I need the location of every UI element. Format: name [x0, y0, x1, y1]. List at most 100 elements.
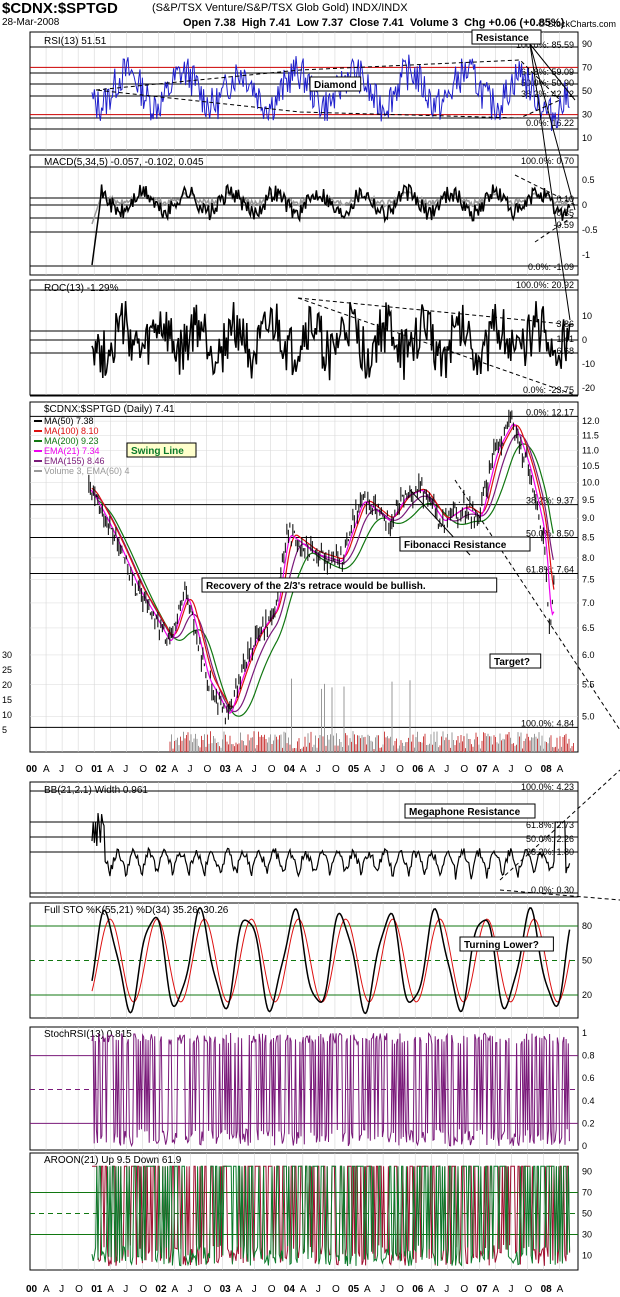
roc-tick-label: -20 — [582, 383, 595, 393]
x-axis-label-lower: A — [107, 1284, 114, 1295]
x-axis-label-lower: O — [204, 1284, 212, 1295]
fibonacci-resistance-annotation: Fibonacci Resistance — [404, 540, 507, 551]
x-axis-label-upper: 08 — [541, 764, 553, 775]
x-axis-label-lower: J — [444, 1284, 449, 1295]
low-value: Low 7.37 — [296, 17, 344, 29]
sto-d-line — [91, 918, 571, 1003]
x-axis-label-upper: A — [171, 764, 178, 775]
macd-fib-label: 0.0%: -1.09 — [528, 262, 574, 272]
x-axis-label-lower: 08 — [541, 1284, 553, 1295]
x-axis-label-lower: 00 — [26, 1284, 38, 1295]
resistance-pointer — [529, 43, 571, 321]
x-axis-label-lower: 01 — [91, 1284, 103, 1295]
roc-tick-label: 10 — [582, 311, 592, 321]
megaphone-resistance-annotation-box — [404, 803, 536, 819]
price-fib-label: 50.0%: 8.50 — [526, 528, 574, 538]
price-tick-label: 11.0 — [582, 445, 599, 455]
legend-entry: EMA(155) 8.46 — [44, 456, 105, 466]
roc-fib-label: -6.68 — [553, 346, 574, 356]
swing-line-annotation: Swing Line — [131, 446, 184, 457]
volume-tick-label: 25 — [2, 665, 12, 675]
x-axis-label-lower: O — [396, 1284, 404, 1295]
x-axis-label-upper: A — [364, 764, 371, 775]
close-value: Close 7.41 — [349, 17, 404, 29]
x-axis-label-upper: O — [139, 764, 147, 775]
x-axis-label-upper: A — [428, 764, 435, 775]
x-axis-label-lower: 05 — [348, 1284, 360, 1295]
resistance-annotation-box — [471, 29, 542, 45]
x-axis-label-lower: J — [59, 1284, 64, 1295]
x-axis-label-lower: J — [509, 1284, 514, 1295]
stoch-rsi-line — [91, 1032, 570, 1148]
srsi-tick-label: 0 — [582, 1141, 587, 1151]
x-axis-label-upper: A — [43, 764, 50, 775]
x-axis-label-lower: A — [171, 1284, 178, 1295]
legend-entry: Volume 3, EMA(60) 4 — [44, 466, 130, 476]
x-axis-label-upper: O — [332, 764, 340, 775]
x-axis-label-upper: 01 — [91, 764, 103, 775]
roc-fib-label: 100.0%: 20.92 — [516, 280, 574, 290]
moving-average-line — [89, 423, 555, 714]
megaphone-resistance-annotation: Megaphone Resistance — [409, 807, 521, 818]
x-axis-label-upper: J — [123, 764, 128, 775]
roc-tick-label: 0 — [582, 335, 587, 345]
fibonacci-resistance-annotation-box — [399, 536, 531, 552]
legend-entry: MA(50) 7.38 — [44, 416, 94, 426]
aroon-tick-label: 10 — [582, 1251, 592, 1261]
sto-tick-label: 50 — [582, 956, 592, 966]
x-axis-label-upper: J — [444, 764, 449, 775]
rsi-line — [91, 54, 570, 132]
price-fib-label: 38.2%: 9.37 — [526, 496, 574, 506]
x-axis-label-lower: J — [252, 1284, 257, 1295]
price-tick-label: 7.0 — [582, 598, 595, 608]
x-axis-label-lower: J — [188, 1284, 193, 1295]
srsi-tick-label: 1 — [582, 1028, 587, 1038]
x-axis-label-upper: A — [557, 764, 564, 775]
srsi-tick-label: 0.6 — [582, 1073, 595, 1083]
x-axis-label-upper: O — [525, 764, 533, 775]
price-tick-label: 6.5 — [582, 623, 595, 633]
rsi-fib-label: 38.2%: 42.72 — [521, 89, 574, 99]
rsi-fib-label: 100.0%: 85.59 — [516, 40, 574, 50]
aroon-tick-label: 30 — [582, 1230, 592, 1240]
x-axis-label-upper: 06 — [412, 764, 424, 775]
x-axis-label-lower: J — [380, 1284, 385, 1295]
symbol-description: (S&P/TSX Venture/S&P/TSX Glob Gold) INDX… — [152, 2, 408, 14]
x-axis-label-lower: 03 — [220, 1284, 232, 1295]
chart-date: 28-Mar-2008 — [2, 17, 60, 28]
x-axis-label-upper: 02 — [155, 764, 167, 775]
chart-header: $CDNX:$SPTGD (S&P/TSX Venture/S&P/TSX Gl… — [0, 0, 620, 30]
aroon-title: AROON(21) Up 9.5 Down 61.9 — [44, 1155, 182, 1166]
roc-fib-label: 0.0%: -23.75 — [523, 385, 574, 395]
macd-panel-frame — [29, 154, 579, 276]
full-sto-title: Full STO %K(55,21) %D(34) 35.26, 30.26 — [44, 905, 229, 916]
volume-tick-label: 20 — [2, 680, 12, 690]
price-tick-label: 5.0 — [582, 711, 595, 721]
legend-entry: MA(200) 9.23 — [44, 436, 99, 446]
x-axis-label-lower: 06 — [412, 1284, 424, 1295]
srsi-tick-label: 0.2 — [582, 1118, 595, 1128]
x-axis-label-upper: 04 — [284, 764, 296, 775]
x-axis-label-lower: A — [43, 1284, 50, 1295]
price-tick-label: 11.5 — [582, 430, 599, 440]
price-fib-label: 100.0%: 4.84 — [521, 718, 574, 728]
x-axis-label-upper: J — [509, 764, 514, 775]
x-axis-label-lower: A — [364, 1284, 371, 1295]
x-axis-label-lower: A — [492, 1284, 499, 1295]
macd-tick-label: -1 — [582, 250, 590, 260]
srsi-tick-label: 0.4 — [582, 1096, 595, 1106]
x-axis-label-lower: A — [300, 1284, 307, 1295]
price-tick-label: 7.5 — [582, 575, 595, 585]
x-axis-label-upper: 07 — [476, 764, 488, 775]
price-title: $CDNX:$SPTGD (Daily) 7.41 — [44, 404, 175, 415]
price-tick-label: 9.0 — [582, 513, 595, 523]
bb-fib-label: 50.0%: 2.26 — [526, 834, 574, 844]
rsi-tick-label: 90 — [582, 39, 592, 49]
x-axis-label-upper: J — [188, 764, 193, 775]
x-axis-label-lower: J — [123, 1284, 128, 1295]
price-tick-label: 8.0 — [582, 553, 595, 563]
x-axis-label-lower: A — [428, 1284, 435, 1295]
x-axis-label-upper: O — [396, 764, 404, 775]
x-axis-label-upper: O — [268, 764, 276, 775]
